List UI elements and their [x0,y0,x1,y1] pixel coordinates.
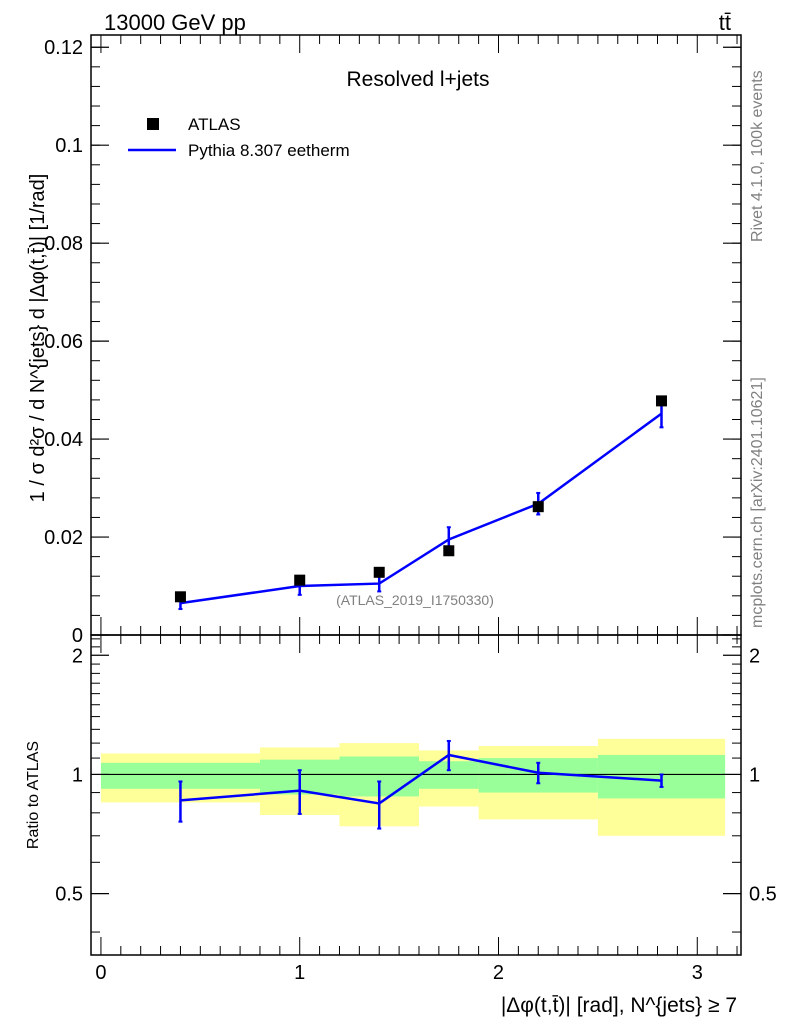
ratio-ylabel: Ratio to ATLAS [25,741,42,849]
ratio-xlabel: |Δφ(t,t̄)| [rad], N^{jets} ≥ 7 [501,994,737,1017]
side-label-top: Rivet 4.1.0, 100k events [749,70,766,242]
main-atlas-point [532,501,544,513]
process-label: tt̄ [719,10,731,35]
legend-atlas-marker [147,118,159,130]
ratio-panel: 0.5 0.5 1 1 2 2 0 1 2 3 Ratio to ATLAS |Δφ(t,t̄)|… [25,634,777,1017]
ratio-layer: 0.5 0.5 1 1 2 2 0 1 2 3 [55,635,777,984]
ratio-frame [90,634,742,956]
main-atlas-point [655,395,667,407]
ratio-xtick-label: 3 [692,962,703,984]
main-watermark: (ATLAS_2019_I1750330) [336,592,494,608]
main-ytick-label: 0.04 [44,429,83,451]
ratio-xtick-label: 1 [294,962,305,984]
side-label-bottom: mcplots.cern.ch [arXiv:2401.10621] [749,377,766,628]
legend: ATLAS Pythia 8.307 eetherm [128,115,350,160]
ratio-ytick-label-right: 1 [749,764,760,786]
ratio-mc-line [180,753,662,805]
main-panel: 0 0.02 0.04 0.06 0.08 0.1 0.12 Resolved l+jets… [27,34,742,647]
ratio-ytick-label-left: 0.5 [55,884,83,906]
main-ytick-label: 0.12 [44,37,83,59]
main-ytick-label: 0.1 [55,135,83,157]
main-ytick-label: 0.08 [44,233,83,255]
main-atlas-point [443,545,455,557]
energy-label: 13000 GeV pp [104,10,246,35]
ratio-ytick-label-left: 1 [72,764,83,786]
main-ytick-label: 0.02 [44,527,83,549]
ratio-ytick-label-left: 2 [72,645,83,667]
main-atlas-point [373,566,385,578]
main-mc-line [180,412,663,605]
legend-atlas-label: ATLAS [188,115,241,134]
ratio-xtick-label: 2 [493,962,504,984]
main-ylabel: 1 / σ d²σ / d N^{jets} d |Δφ(t,t̄)| [1/r… [27,174,49,503]
legend-pythia-label: Pythia 8.307 eetherm [188,141,350,160]
main-ytick-label: 0.06 [44,331,83,353]
ratio-ytick-label-right: 2 [749,645,760,667]
ratio-ytick-label-right: 0.5 [749,884,777,906]
main-ytick-label: 0 [72,625,83,647]
main-atlas-point [174,591,186,603]
main-title: Resolved l+jets [347,68,490,91]
ratio-xtick-label: 0 [95,962,106,984]
main-grid-layer: 0 0.02 0.04 0.06 0.08 0.1 0.12 [44,35,741,647]
main-atlas-point [294,574,306,586]
